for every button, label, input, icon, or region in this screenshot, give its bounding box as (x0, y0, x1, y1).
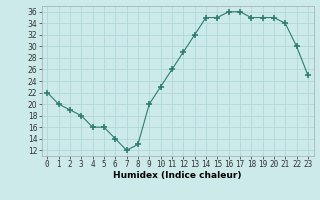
X-axis label: Humidex (Indice chaleur): Humidex (Indice chaleur) (113, 171, 242, 180)
